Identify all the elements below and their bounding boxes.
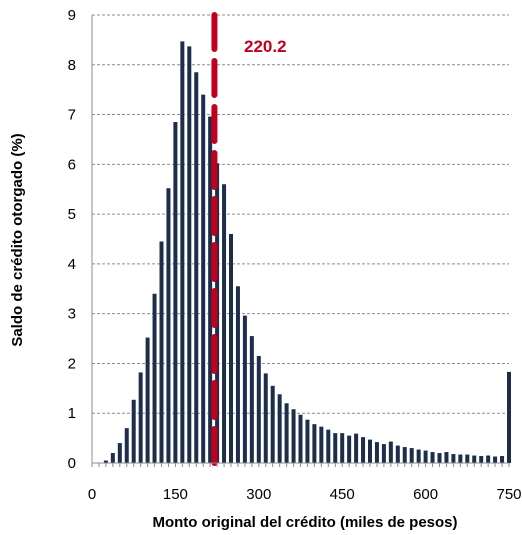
y-tick-labels: 0 1 2 3 4 5 6 7 8 9 [68, 7, 76, 472]
bar [263, 373, 268, 463]
bar [326, 429, 331, 463]
bar [152, 293, 157, 463]
x-tick-label: 750 [496, 486, 521, 503]
bar [208, 116, 213, 464]
bar [374, 442, 379, 463]
bar [103, 460, 108, 463]
bar [333, 433, 338, 463]
y-axis-title: Saldo de crédito otorgado (%) [9, 133, 26, 346]
bar [507, 371, 511, 463]
x-tick-labels: 0 150 300 450 600 750 [88, 486, 522, 503]
bar-series [103, 41, 511, 464]
bar [298, 414, 303, 463]
bar [110, 453, 115, 463]
bar [472, 455, 477, 463]
bar [381, 444, 386, 463]
bar [402, 447, 407, 463]
y-tick-label: 1 [68, 405, 76, 422]
bar [312, 424, 317, 463]
bar [256, 355, 261, 463]
bar [465, 454, 470, 463]
bar [180, 41, 185, 463]
bar [242, 315, 247, 463]
bar [395, 445, 400, 463]
bar [291, 409, 296, 463]
bar [479, 456, 484, 463]
bar [249, 336, 254, 463]
y-tick-label: 6 [68, 156, 76, 173]
bar [117, 443, 122, 463]
axes [91, 15, 510, 467]
y-tick-label: 8 [68, 57, 76, 74]
bar [500, 456, 505, 463]
bar [437, 453, 442, 463]
y-tick-label: 5 [68, 206, 76, 223]
bar [145, 337, 150, 463]
bar [430, 452, 435, 463]
bar [229, 234, 233, 463]
bar [284, 403, 289, 463]
bar [416, 449, 421, 463]
x-tick-label: 300 [246, 486, 271, 503]
bar [409, 448, 414, 463]
x-tick-label: 600 [413, 486, 438, 503]
y-tick-label: 4 [68, 256, 76, 273]
x-tick-label: 150 [163, 486, 188, 503]
x-tick-label: 0 [88, 486, 96, 503]
y-tick-label: 9 [68, 7, 76, 24]
bar [194, 72, 199, 463]
bar [368, 439, 372, 463]
bar [270, 385, 275, 463]
x-axis-title: Monto original del crédito (miles de pes… [152, 514, 457, 531]
y-tick-label: 2 [68, 355, 76, 372]
x-tick-label: 450 [330, 486, 355, 503]
bar [340, 433, 345, 463]
bar [423, 450, 428, 463]
bar [486, 455, 491, 463]
bar [451, 454, 456, 463]
gridlines [92, 14, 509, 414]
bar [493, 456, 498, 463]
bar [354, 433, 359, 463]
y-tick-label: 3 [68, 306, 76, 323]
bar [222, 184, 227, 463]
bar [347, 435, 352, 463]
bar [319, 426, 324, 463]
y-tick-label: 0 [68, 455, 76, 472]
bar [388, 441, 393, 463]
bar [201, 94, 206, 464]
y-tick-label: 7 [68, 107, 76, 124]
bar [159, 241, 164, 463]
bar [166, 188, 171, 463]
bar [444, 452, 449, 463]
bar [305, 419, 310, 463]
bar [173, 122, 178, 464]
bar [187, 46, 192, 464]
bar [277, 394, 282, 463]
bar [361, 437, 366, 463]
bar [235, 286, 240, 463]
reference-line-label: 220.2 [244, 37, 287, 56]
bar [138, 372, 143, 463]
bar [458, 454, 463, 463]
bar [124, 428, 129, 463]
bar [131, 399, 136, 463]
